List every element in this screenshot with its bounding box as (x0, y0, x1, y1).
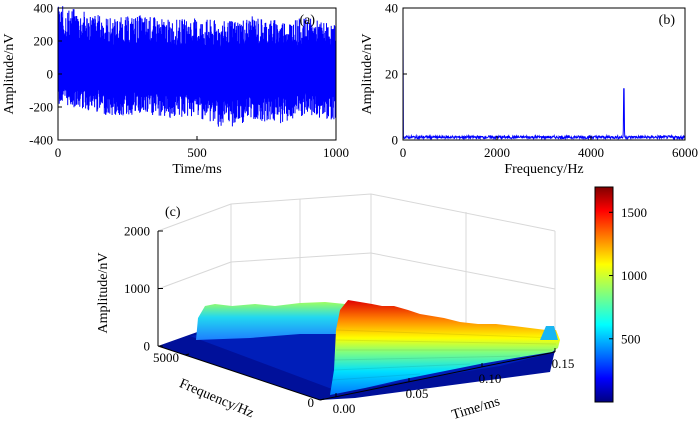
panel-b-xtick-label: 6000 (672, 145, 698, 160)
panel-a-label: (a) (299, 13, 315, 28)
panel-b-ytick-label: 20 (385, 67, 398, 82)
panel-c-ytick-label: 5000 (153, 350, 179, 365)
panel-a-xtick-label: 0 (55, 145, 62, 160)
panel-c-colorbar-ticks: 500 1000 1500 (609, 205, 647, 346)
panel-b-label: (b) (659, 13, 676, 28)
panel-c-label: (c) (165, 205, 181, 220)
panel-c-ytick (184, 353, 190, 356)
panel-c-colorbar-tick-label: 1000 (621, 268, 647, 283)
panel-c-colorbar-tick-label: 1500 (621, 205, 647, 220)
panel-a: 0 500 1000 -400 -200 0 200 400 (a) Time/ms Ampl… (2, 1, 349, 178)
panel-a-ytick-label: -400 (29, 133, 53, 148)
panel-a-ylabel: Amplitude/nV (2, 34, 17, 115)
panel-c-ridge-dc (196, 302, 350, 340)
panel-b-frame (402, 7, 686, 141)
panel-a-ytick-label: 400 (34, 1, 54, 16)
panel-c-right-bump (540, 326, 558, 340)
panel-a-ticks: 0 500 1000 -400 -200 0 200 400 (29, 1, 349, 161)
panel-c-ztick-label: 0 (144, 339, 151, 354)
panel-b: 0 2000 4000 6000 0 20 40 (b) Frequency/Hz Ampl… (360, 1, 698, 178)
panel-b-spectrum-line (402, 17, 686, 141)
panel-a-ytick-label: 200 (34, 34, 54, 49)
panel-c-time-axis (319, 351, 556, 401)
panel-c-ridge-4700hz (330, 300, 560, 395)
panel-a-xtick-label: 500 (187, 145, 207, 160)
panel-c-ylabel: Frequency/Hz (177, 376, 256, 421)
panel-c-colorbar (594, 186, 614, 403)
panel-b-xtick-label: 4000 (578, 145, 604, 160)
panel-b-xlabel: Frequency/Hz (504, 162, 583, 177)
panel-a-xlabel: Time/ms (172, 162, 221, 177)
panel-c-zlabel: Amplitude/nV (96, 253, 111, 334)
panel-b-ylabel: Amplitude/nV (360, 34, 375, 115)
panel-c-ztick-label: 2000 (124, 224, 150, 239)
panel-c-ytick-label: 0 (308, 395, 315, 410)
panel-c-ytick (319, 398, 325, 401)
panel-c-colorbar-tick-label: 500 (621, 331, 641, 346)
panel-c-ridge-bands (331, 329, 557, 381)
panel-a-ytick-label: 0 (47, 67, 54, 82)
panel-c-xtick-label: 0.15 (552, 356, 575, 371)
panel-b-ticks: 0 2000 4000 6000 0 20 40 (385, 1, 698, 161)
panel-c-xtick-label: 0.05 (406, 386, 429, 401)
panel-a-noise-spikes (57, 6, 337, 127)
panel-c-ztick-label: 1000 (124, 281, 150, 296)
panel-a-xtick-label: 1000 (323, 145, 349, 160)
panel-c-xtick-label: 0.10 (479, 371, 502, 386)
panel-b-ytick-label: 0 (392, 133, 399, 148)
panel-a-ytick-label: -200 (29, 100, 53, 115)
panel-c-xlabel: Time/ms (450, 394, 502, 423)
panel-b-xtick-label: 2000 (484, 145, 510, 160)
panel-c-xtick-label: 0.00 (333, 401, 356, 416)
panel-b-xtick-label: 0 (400, 145, 407, 160)
panel-b-ytick-label: 40 (385, 1, 398, 16)
